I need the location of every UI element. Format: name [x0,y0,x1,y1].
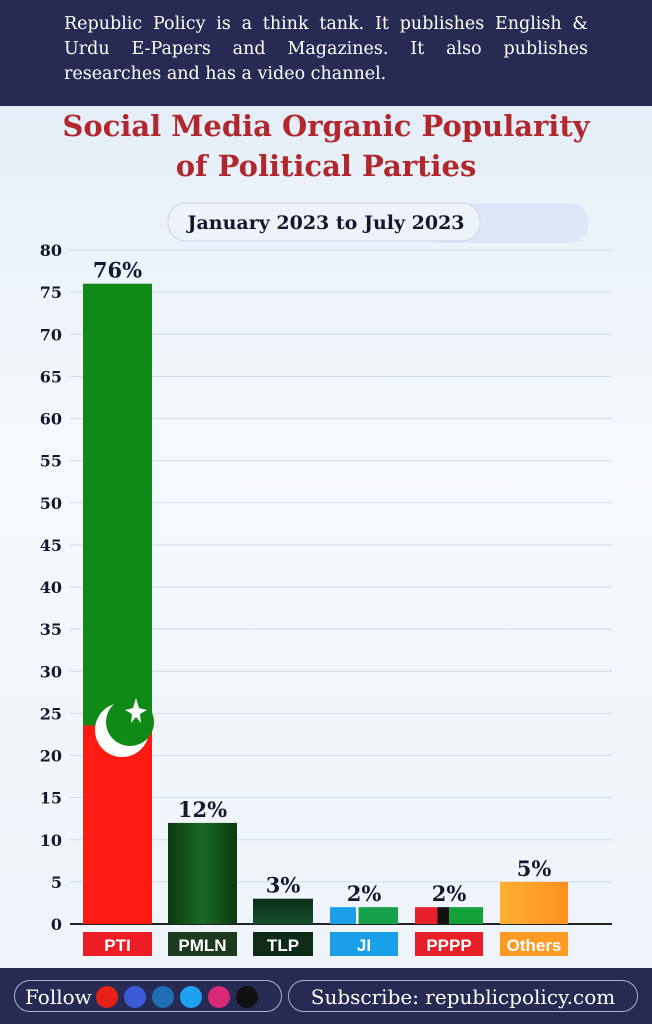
y-tick-label: 0 [51,915,62,934]
subtitle-pill [167,202,481,242]
icon[interactable] [124,986,146,1008]
y-tick-label: 70 [40,325,62,344]
chart-title: of Political Parties [176,149,477,183]
y-tick-label: 50 [40,494,62,513]
value-label: 2% [347,881,382,906]
y-tick-label: 30 [40,662,62,681]
chart-title: Social Media Organic Popularity [62,109,590,143]
y-tick-label: 60 [40,410,62,429]
y-tick-label: 80 [40,241,62,260]
y-tick-label: 25 [40,704,62,723]
icon[interactable] [180,986,202,1008]
header: Republic Policy is a think tank. It publ… [0,0,652,106]
flag-star [125,698,147,723]
icon[interactable] [236,986,258,1008]
bar [83,283,152,924]
icon[interactable] [208,986,230,1008]
category-box [330,932,398,956]
x-tick-label: TLP [267,936,299,955]
chart-area: Social Media Organic Popularity of Polit… [0,106,652,968]
icon[interactable] [152,986,174,1008]
x-tick-label: PMLN [178,936,226,955]
y-tick-label: 20 [40,747,62,766]
bar [500,881,568,924]
x-tick-label: PPPP [426,936,471,955]
bar [330,907,398,924]
category-box [415,932,483,956]
category-box [253,932,313,956]
value-label: 12% [178,797,227,822]
follow-box: Follow [14,980,282,1012]
y-tick-label: 55 [40,452,62,471]
bar [168,822,237,924]
social-icons [96,986,258,1008]
y-tick-label: 45 [40,536,62,555]
chart: Social Media Organic Popularity of Polit… [40,109,612,956]
bar [253,898,313,924]
value-label: 76% [93,258,142,283]
value-label: 5% [517,856,552,881]
y-tick-label: 15 [40,789,62,808]
category-box [168,932,237,956]
value-label: 3% [266,873,301,898]
flag-crescent-cut [106,698,154,746]
bar [415,907,483,924]
y-tick-label: 40 [40,578,62,597]
value-label: 2% [432,881,467,906]
x-tick-label: JI [357,936,371,955]
x-tick-label: PTI [104,936,130,955]
category-box [500,932,568,956]
chart-subtitle: January 2023 to July 2023 [185,212,464,234]
subscribe-box[interactable]: Subscribe: republicpolicy.com [288,980,638,1012]
category-box [83,932,152,956]
y-tick-label: 35 [40,620,62,639]
y-tick-label: 5 [51,873,62,892]
follow-label: Follow [25,985,92,1009]
y-tick-label: 75 [40,283,62,302]
x-tick-label: Others [507,936,562,955]
icon[interactable] [96,986,118,1008]
footer: Follow Subscribe: republicpolicy.com [0,968,652,1024]
y-tick-label: 10 [40,831,62,850]
y-tick-label: 65 [40,367,62,386]
